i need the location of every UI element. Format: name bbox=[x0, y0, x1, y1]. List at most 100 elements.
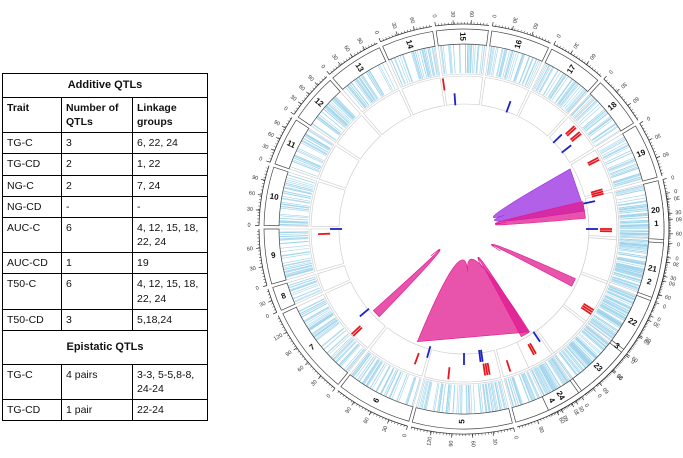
minor-tick bbox=[621, 360, 624, 362]
minor-tick bbox=[641, 331, 644, 333]
minor-tick bbox=[654, 305, 657, 307]
tick-label: 30 bbox=[643, 337, 651, 345]
minor-tick bbox=[518, 426, 520, 429]
minor-tick bbox=[659, 166, 662, 168]
major-tick bbox=[627, 102, 632, 106]
tick-label: 30 bbox=[577, 405, 585, 413]
major-tick bbox=[368, 411, 372, 416]
minor-tick bbox=[638, 336, 641, 339]
major-tick bbox=[648, 138, 653, 141]
additive-qtl-row: AUC-C 6 4, 12, 15, 18, 22, 24 bbox=[2, 216, 208, 254]
minor-tick bbox=[565, 407, 567, 410]
scale-axis bbox=[410, 426, 514, 435]
tick-label: 0 bbox=[258, 156, 263, 163]
minor-tick bbox=[550, 414, 553, 417]
minor-tick bbox=[544, 38, 547, 41]
minor-tick bbox=[621, 96, 624, 98]
tick-label: 0 bbox=[670, 173, 674, 180]
minor-tick bbox=[272, 306, 275, 308]
major-tick bbox=[603, 75, 607, 80]
tick-label: 0 bbox=[554, 33, 561, 38]
minor-tick bbox=[626, 353, 629, 356]
minor-tick bbox=[586, 63, 589, 65]
minor-tick bbox=[603, 378, 606, 381]
minor-tick bbox=[303, 97, 306, 100]
tick-label: 90 bbox=[273, 119, 281, 127]
chromosome-band bbox=[274, 119, 310, 170]
scale-axis bbox=[492, 25, 551, 44]
epistatic-header-row: Epistatic QTLs bbox=[2, 329, 208, 365]
major-tick bbox=[616, 88, 620, 93]
qtl-mark-red bbox=[529, 342, 537, 355]
minor-tick bbox=[280, 323, 283, 326]
tick-label: 30 bbox=[382, 425, 390, 433]
epistatic-link-magenta bbox=[416, 259, 531, 343]
major-tick bbox=[262, 285, 268, 287]
minor-tick bbox=[374, 42, 376, 45]
minor-tick bbox=[308, 92, 310, 95]
qtl-mark-red bbox=[580, 306, 592, 315]
minor-tick bbox=[629, 106, 632, 109]
qtl-mark-red bbox=[587, 156, 599, 165]
major-tick bbox=[266, 160, 271, 163]
minor-tick bbox=[556, 411, 558, 414]
minor-tick bbox=[578, 57, 581, 60]
minor-tick bbox=[661, 284, 664, 286]
epistatic-link-magenta bbox=[494, 201, 586, 226]
marker-track-segment bbox=[437, 43, 487, 76]
minor-tick bbox=[281, 131, 284, 133]
chromosome-band bbox=[541, 380, 580, 411]
minor-tick bbox=[655, 300, 658, 303]
minor-tick bbox=[268, 297, 271, 299]
minor-tick bbox=[623, 98, 626, 101]
chromosome-band bbox=[589, 82, 635, 132]
qtl-mark-red bbox=[591, 192, 604, 198]
tick-label: 30 bbox=[673, 194, 680, 201]
scale-axis bbox=[258, 165, 270, 226]
minor-tick bbox=[598, 383, 601, 385]
tick-label: 120 bbox=[426, 436, 433, 446]
minor-tick bbox=[562, 47, 564, 50]
major-tick bbox=[297, 101, 302, 105]
qtl-count-cell: - bbox=[61, 195, 133, 218]
tick-label: 0 bbox=[656, 317, 661, 324]
chromosome-band bbox=[411, 407, 513, 430]
major-tick bbox=[626, 353, 631, 357]
minor-tick bbox=[576, 55, 578, 58]
tick-label: 0 bbox=[283, 106, 289, 113]
chromosome-band bbox=[622, 125, 658, 182]
tick-label: 0 bbox=[512, 436, 519, 440]
qtl-track-segment bbox=[363, 89, 412, 136]
minor-tick bbox=[653, 151, 657, 153]
minor-tick bbox=[617, 91, 619, 94]
tick-label: 0 bbox=[645, 115, 651, 122]
minor-tick bbox=[400, 31, 402, 34]
qtl-count-cell: 6 bbox=[61, 273, 133, 310]
tick-label: 60 bbox=[676, 231, 682, 237]
chromosome-label: 20 bbox=[651, 205, 661, 215]
tick-label: 60 bbox=[662, 150, 670, 158]
qtl-track-segment bbox=[581, 237, 617, 282]
minor-tick bbox=[658, 293, 661, 295]
minor-tick bbox=[596, 385, 599, 388]
minor-tick bbox=[269, 300, 272, 302]
minor-tick bbox=[314, 85, 317, 88]
major-tick bbox=[666, 257, 672, 259]
chromosome-label: 1 bbox=[654, 219, 659, 228]
minor-tick bbox=[641, 124, 644, 127]
minor-tick bbox=[277, 317, 280, 320]
minor-tick bbox=[264, 282, 267, 284]
qtl-track-segment bbox=[481, 77, 530, 117]
qtl-mark-red bbox=[484, 363, 489, 376]
chromosome-label: 7 bbox=[308, 342, 317, 352]
minor-tick bbox=[287, 120, 290, 122]
tick-label: 30 bbox=[249, 266, 256, 273]
qtl-track-segment bbox=[518, 91, 567, 137]
minor-tick bbox=[659, 290, 662, 292]
major-tick bbox=[570, 50, 573, 55]
additive-qtl-row: TG-CD 2 1, 22 bbox=[2, 153, 208, 176]
minor-tick bbox=[330, 70, 333, 73]
minor-tick bbox=[662, 281, 665, 283]
minor-tick bbox=[285, 123, 288, 125]
major-tick bbox=[639, 121, 644, 124]
